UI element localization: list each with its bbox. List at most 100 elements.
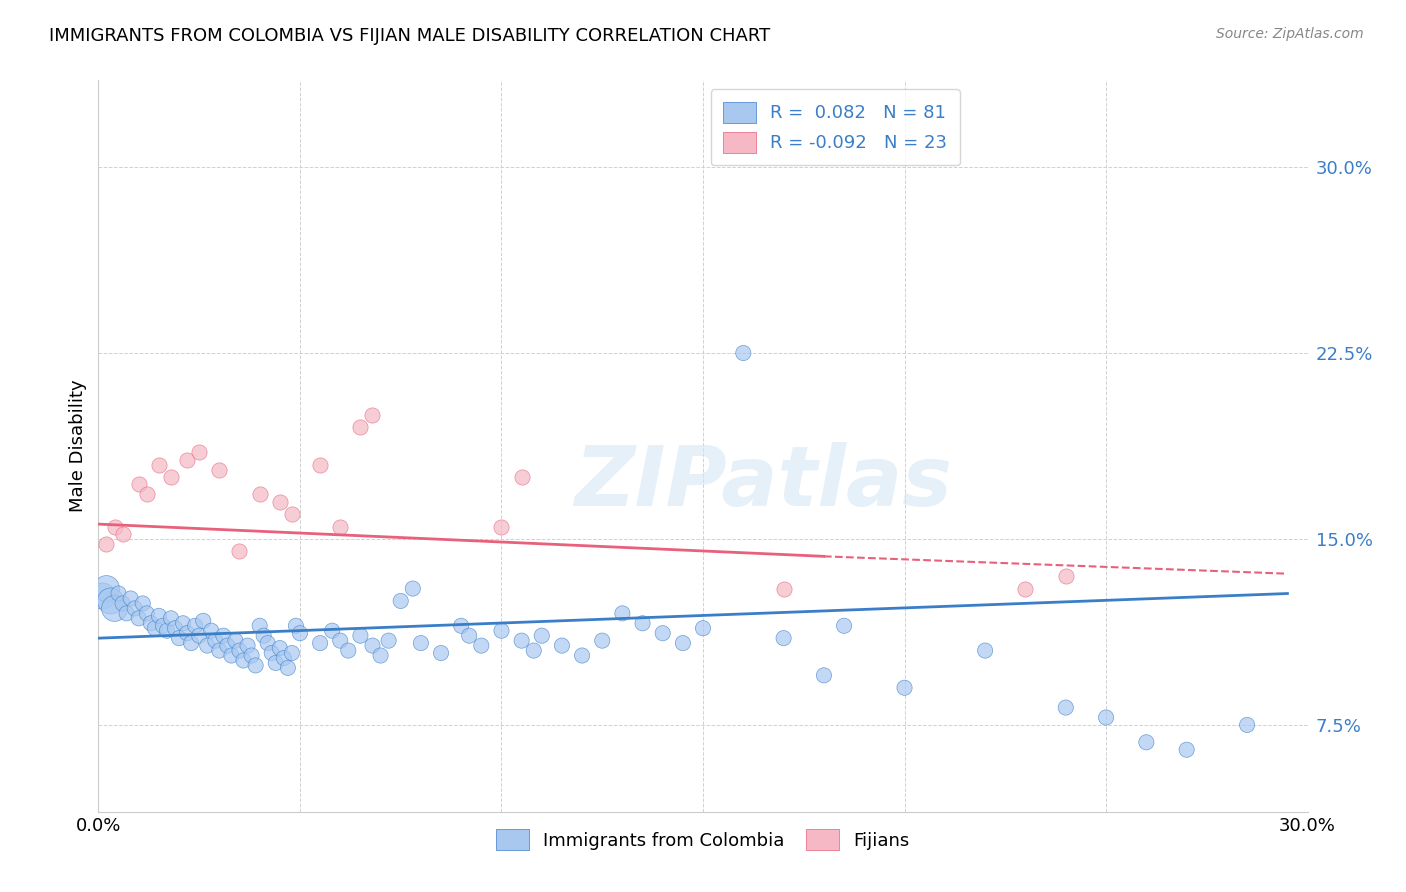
Point [249,619,271,633]
Point [152,619,174,633]
Point [193,614,215,628]
Point [309,458,332,472]
Point [260,646,283,660]
Point [188,629,211,643]
Point [281,507,304,521]
Point [245,658,267,673]
Point [204,633,226,648]
Point [631,616,654,631]
Point [893,681,915,695]
Point [491,624,513,638]
Point [124,601,146,615]
Text: ZIPatlas: ZIPatlas [575,442,952,523]
Point [160,611,183,625]
Point [256,636,278,650]
Point [176,452,198,467]
Point [188,445,211,459]
Point [361,639,384,653]
Point [208,462,231,476]
Point [167,631,190,645]
Point [96,582,118,596]
Point [221,648,243,663]
Point [591,633,613,648]
Point [458,629,481,643]
Point [103,519,125,533]
Point [1135,735,1157,749]
Point [132,597,155,611]
Point [1175,743,1198,757]
Point [377,633,399,648]
Point [361,408,384,422]
Point [672,636,695,650]
Point [163,621,186,635]
Point [264,656,287,670]
Point [309,636,332,650]
Point [249,487,271,501]
Point [551,639,574,653]
Point [96,537,118,551]
Point [200,624,222,638]
Point [389,594,412,608]
Point [228,643,250,657]
Point [349,420,371,434]
Point [148,458,170,472]
Point [832,619,855,633]
Point [156,624,179,638]
Point [111,527,134,541]
Point [100,594,122,608]
Point [139,616,162,631]
Point [523,643,546,657]
Point [240,648,263,663]
Point [184,619,207,633]
Point [1014,582,1036,596]
Point [409,636,432,650]
Point [212,629,235,643]
Point [128,611,150,625]
Point [103,601,125,615]
Point [321,624,343,638]
Point [337,643,360,657]
Point [232,653,254,667]
Point [143,621,166,635]
Point [329,519,352,533]
Text: IMMIGRANTS FROM COLOMBIA VS FIJIAN MALE DISABILITY CORRELATION CHART: IMMIGRANTS FROM COLOMBIA VS FIJIAN MALE … [49,27,770,45]
Point [450,619,472,633]
Point [281,646,304,660]
Point [120,591,142,606]
Point [612,607,634,621]
Point [135,607,157,621]
Point [107,586,129,600]
Point [470,639,492,653]
Point [135,487,157,501]
Legend: Immigrants from Colombia, Fijians: Immigrants from Colombia, Fijians [489,822,917,857]
Point [111,597,134,611]
Point [115,607,138,621]
Point [510,633,533,648]
Point [733,346,755,360]
Point [1054,569,1077,583]
Point [180,636,202,650]
Point [172,616,194,631]
Point [288,626,311,640]
Point [269,495,291,509]
Point [1095,710,1118,724]
Point [277,661,299,675]
Point [176,626,198,640]
Point [224,633,246,648]
Point [228,544,250,558]
Point [91,589,114,603]
Point [510,470,533,484]
Text: Source: ZipAtlas.com: Source: ZipAtlas.com [1216,27,1364,41]
Point [269,641,291,656]
Point [974,643,997,657]
Point [772,582,794,596]
Point [217,639,239,653]
Point [370,648,392,663]
Point [329,633,352,648]
Point [651,626,673,640]
Point [273,651,295,665]
Point [195,639,218,653]
Point [148,608,170,623]
Point [491,519,513,533]
Point [530,629,553,643]
